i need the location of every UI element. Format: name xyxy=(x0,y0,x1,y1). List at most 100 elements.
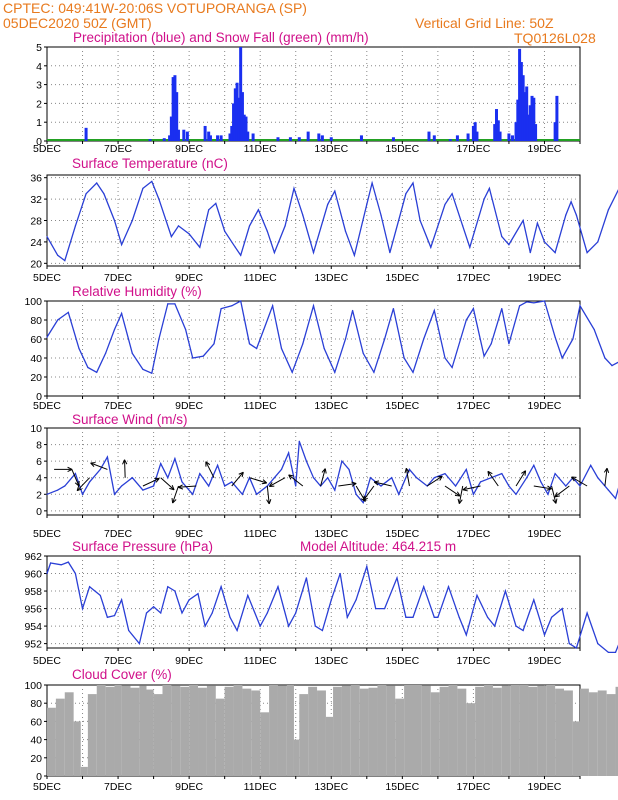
wind-arrow-head xyxy=(171,497,177,504)
x-tick-label: 5DEC xyxy=(33,781,61,793)
data-point xyxy=(483,355,485,357)
cloud-bar xyxy=(293,739,300,776)
x-tick-label: 9DEC xyxy=(175,400,203,412)
data-point xyxy=(231,481,233,483)
data-point xyxy=(67,311,69,313)
data-point xyxy=(131,219,133,222)
data-point xyxy=(371,182,373,184)
data-point xyxy=(465,319,467,321)
x-tick-label: 13DEC xyxy=(314,143,348,155)
data-point xyxy=(106,616,109,618)
cloud-bar xyxy=(325,716,334,776)
x-tick-label: 19DEC xyxy=(528,143,562,155)
cloud-bar xyxy=(564,690,573,776)
wind-arrow-head xyxy=(457,498,463,504)
precip-bar xyxy=(553,122,557,141)
data-point xyxy=(472,493,474,495)
wind-arrow-head xyxy=(362,495,368,502)
precip-bar xyxy=(432,135,436,141)
y-tick-label: 962 xyxy=(24,551,42,563)
data-point xyxy=(78,347,80,350)
data-point xyxy=(229,616,231,618)
data-point xyxy=(455,485,457,487)
data-point xyxy=(396,577,398,579)
data-point xyxy=(437,616,439,618)
precip-bar xyxy=(528,105,532,141)
data-point xyxy=(469,246,471,248)
wind-arrow-head xyxy=(437,475,443,481)
cloud-bar xyxy=(189,685,199,776)
cloud-bar xyxy=(251,690,261,776)
cloud-bar xyxy=(215,698,225,776)
data-point xyxy=(99,468,101,471)
data-point xyxy=(295,612,297,614)
y-tick-label: 20 xyxy=(30,753,42,765)
x-tick-label: 7DEC xyxy=(104,655,132,667)
data-point xyxy=(74,572,77,575)
data-point xyxy=(375,607,377,610)
data-point xyxy=(465,468,467,471)
x-tick-label: 9DEC xyxy=(175,143,203,155)
cloud-bar xyxy=(430,692,440,776)
data-point xyxy=(405,616,407,618)
y-tick-label: 960 xyxy=(24,569,42,581)
x-tick-label: 13DEC xyxy=(314,400,348,412)
panel-frame xyxy=(46,300,581,397)
cloud-bar xyxy=(359,688,369,776)
data-point xyxy=(305,460,307,462)
data-point xyxy=(192,493,194,495)
data-point xyxy=(192,357,194,359)
series-line xyxy=(46,441,618,504)
data-point xyxy=(298,440,300,442)
data-point xyxy=(288,625,290,627)
data-point xyxy=(266,230,268,232)
data-point xyxy=(234,246,236,248)
data-point xyxy=(597,241,599,243)
data-point xyxy=(490,343,492,345)
y-tick-label: 40 xyxy=(30,735,42,747)
cloud-bar xyxy=(580,688,589,776)
cloud-bar xyxy=(555,688,565,776)
data-point xyxy=(248,225,251,227)
data-point xyxy=(106,456,109,458)
data-point xyxy=(586,252,588,254)
data-point xyxy=(554,472,556,475)
data-point xyxy=(373,371,375,373)
data-point xyxy=(64,485,66,487)
data-point xyxy=(151,180,153,183)
precip-bar xyxy=(466,133,470,141)
wind-arrow-head xyxy=(67,466,73,473)
x-tick-label: 7DEC xyxy=(104,528,132,540)
data-point xyxy=(204,625,206,627)
data-point xyxy=(351,309,354,312)
data-point xyxy=(160,612,162,614)
precip-bar xyxy=(516,99,520,141)
header-date: 05DEC2020 50Z (GMT) xyxy=(3,15,152,31)
precip-bar xyxy=(473,122,477,141)
precip-bar xyxy=(514,122,518,141)
data-point xyxy=(568,643,570,645)
data-point xyxy=(280,468,283,471)
wind-arrow-head xyxy=(266,499,272,505)
data-point xyxy=(419,219,421,222)
cloud-bar xyxy=(412,685,422,776)
data-point xyxy=(518,305,521,307)
data-point xyxy=(199,246,201,248)
cloud-bar xyxy=(528,686,538,776)
data-point xyxy=(348,468,350,471)
data-point xyxy=(543,241,546,243)
data-point xyxy=(160,463,162,465)
data-point xyxy=(504,590,506,592)
precip-bar xyxy=(148,139,152,141)
y-tick-label: 4 xyxy=(36,61,42,73)
data-point xyxy=(314,625,316,627)
data-point xyxy=(216,464,219,466)
title-temperature: Surface Temperature (nC) xyxy=(72,156,228,171)
wind-arrow xyxy=(266,485,270,504)
data-point xyxy=(380,214,382,216)
data-point xyxy=(220,586,222,588)
cloud-bar xyxy=(130,687,140,776)
data-point xyxy=(346,616,348,618)
data-point xyxy=(344,338,347,340)
data-point xyxy=(479,481,482,483)
